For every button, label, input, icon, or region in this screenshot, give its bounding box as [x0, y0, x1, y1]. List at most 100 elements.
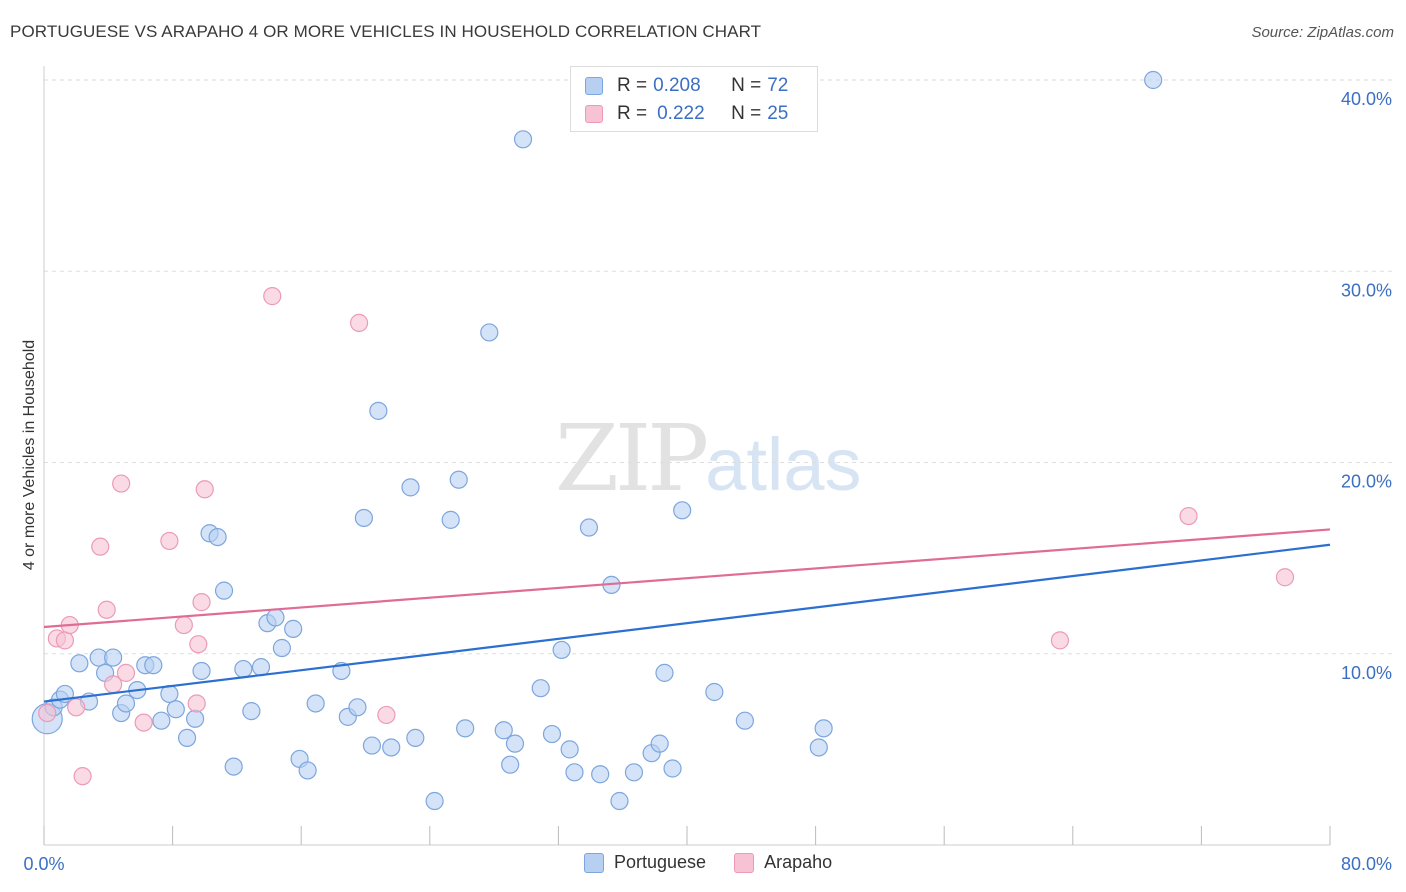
- arapaho-point: [67, 698, 86, 717]
- portuguese-point: [354, 508, 373, 528]
- portuguese-swatch: [585, 77, 603, 95]
- portuguese-point: [348, 698, 367, 717]
- portuguese-point: [531, 679, 550, 698]
- portuguese-point: [406, 728, 425, 748]
- portuguese-point: [242, 702, 261, 721]
- stats-row-portuguese: R = 0.208 N = 72: [585, 72, 788, 100]
- portuguese-point: [449, 470, 468, 489]
- portuguese-point: [501, 755, 520, 774]
- portuguese-point: [284, 619, 303, 638]
- portuguese-point: [306, 694, 325, 713]
- portuguese-point: [104, 648, 123, 667]
- portuguese-n-label: N =: [731, 75, 762, 96]
- stats-row-arapaho: R = 0.222 N = 25: [585, 100, 788, 128]
- legend-swatch-portuguese: [584, 852, 604, 873]
- arapaho-n-label: N =: [731, 103, 762, 124]
- portuguese-point: [480, 323, 499, 342]
- legend-label-arapaho: Arapaho: [764, 852, 833, 872]
- portuguese-point: [735, 711, 754, 730]
- y-tick-label: 20.0%: [1341, 472, 1392, 492]
- arapaho-point: [160, 531, 179, 551]
- watermark: ZIPatlas: [555, 405, 861, 512]
- series-legend: Portuguese Arapaho: [584, 852, 860, 873]
- portuguese-point: [624, 763, 644, 782]
- arapaho-point: [174, 615, 193, 635]
- portuguese-point: [1144, 70, 1163, 90]
- arapaho-n-value: 25: [767, 103, 789, 124]
- portuguese-point: [177, 728, 197, 748]
- arapaho-r-value: 0.222: [657, 103, 705, 124]
- y-tick-label: 30.0%: [1341, 280, 1392, 300]
- portuguese-point: [705, 682, 724, 702]
- portuguese-point: [441, 510, 460, 529]
- portuguese-point: [673, 501, 692, 520]
- arapaho-trend-line: [43, 528, 1331, 629]
- source-label: Source: ZipAtlas.com: [1251, 24, 1394, 41]
- arapaho-swatch: [585, 105, 603, 123]
- portuguese-point: [494, 721, 513, 740]
- portuguese-point: [542, 724, 562, 744]
- portuguese-point: [116, 694, 136, 713]
- legend-item-arapaho[interactable]: Arapaho: [734, 852, 832, 873]
- x-tick-label: 80.0%: [1341, 854, 1392, 874]
- portuguese-point: [234, 659, 253, 679]
- portuguese-point: [663, 759, 682, 778]
- arapaho-point: [1050, 631, 1070, 650]
- portuguese-n-value: 72: [767, 75, 789, 96]
- portuguese-point: [650, 734, 669, 753]
- portuguese-point: [505, 734, 525, 753]
- portuguese-point: [560, 740, 579, 759]
- portuguese-point: [214, 581, 234, 600]
- portuguese-point: [591, 765, 610, 784]
- arapaho-point: [112, 474, 131, 493]
- arapaho-point: [195, 480, 214, 499]
- portuguese-point: [152, 711, 171, 730]
- portuguese-point: [266, 608, 285, 627]
- portuguese-point: [814, 719, 833, 738]
- portuguese-point: [579, 518, 599, 537]
- legend-item-portuguese[interactable]: Portuguese: [584, 852, 706, 873]
- arapaho-point: [1275, 568, 1295, 587]
- portuguese-point: [166, 700, 185, 719]
- portuguese-point: [298, 761, 317, 780]
- arapaho-point: [55, 631, 74, 650]
- portuguese-point: [655, 663, 674, 682]
- arapaho-point: [263, 287, 282, 306]
- arapaho-point: [187, 694, 206, 713]
- portuguese-point: [565, 763, 584, 782]
- y-axis-label: 4 or more Vehicles in Household: [21, 339, 38, 571]
- portuguese-point: [456, 719, 475, 738]
- arapaho-point: [377, 705, 396, 725]
- arapaho-point: [189, 635, 208, 654]
- portuguese-point: [401, 478, 420, 497]
- arapaho-point: [97, 600, 116, 619]
- chart-title: PORTUGUESE VS ARAPAHO 4 OR MORE VEHICLES…: [10, 22, 762, 41]
- arapaho-point: [1179, 506, 1198, 526]
- portuguese-point: [425, 791, 444, 811]
- portuguese-point: [809, 738, 828, 757]
- portuguese-point: [362, 736, 382, 755]
- x-tick-label: 0.0%: [23, 854, 64, 874]
- y-tick-label: 10.0%: [1341, 663, 1392, 683]
- portuguese-point: [382, 738, 401, 757]
- portuguese-point: [224, 757, 243, 776]
- portuguese-point: [144, 656, 163, 675]
- arapaho-r-label: R =: [617, 103, 648, 124]
- portuguese-point: [192, 661, 211, 681]
- portuguese-r-value: 0.208: [653, 75, 701, 96]
- arapaho-point: [134, 713, 153, 732]
- portuguese-point: [513, 130, 533, 149]
- arapaho-point: [73, 767, 92, 786]
- arapaho-point: [38, 703, 57, 723]
- legend-swatch-arapaho: [734, 852, 755, 873]
- portuguese-r-label: R =: [617, 75, 648, 96]
- arapaho-point: [192, 593, 211, 612]
- portuguese-point: [552, 640, 571, 660]
- arapaho-point: [116, 663, 136, 682]
- portuguese-point: [251, 658, 271, 677]
- portuguese-point: [610, 791, 629, 811]
- watermark-zip: ZIP: [555, 405, 709, 512]
- portuguese-point: [272, 638, 292, 658]
- arapaho-point: [349, 313, 369, 332]
- arapaho-point: [91, 537, 110, 556]
